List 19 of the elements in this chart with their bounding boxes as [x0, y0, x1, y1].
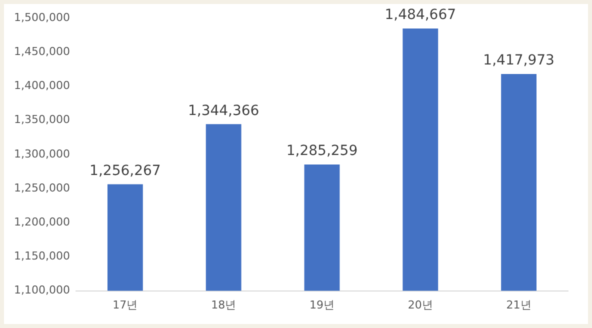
x-tick-label: 17년 [112, 298, 138, 312]
y-tick-label: 1,450,000 [14, 44, 70, 58]
y-tick-label: 1,350,000 [14, 113, 70, 126]
y-tick-label: 1,150,000 [14, 250, 70, 263]
y-tick-label: 1,100,000 [14, 284, 70, 297]
y-tick-label: 1,200,000 [14, 215, 70, 228]
x-tick-label: 19년 [309, 298, 334, 312]
x-tick-label: 20년 [408, 298, 433, 312]
data-label: 1,417,973 [483, 52, 554, 69]
y-tick-label: 1,300,000 [14, 147, 70, 160]
data-label: 1,285,259 [286, 143, 358, 160]
data-label: 1,256,267 [90, 162, 161, 179]
data-label: 1,344,366 [188, 102, 260, 119]
x-tick-label: 21년 [506, 298, 532, 312]
y-tick-label: 1,250,000 [14, 181, 70, 194]
data-label: 1,484,667 [384, 7, 456, 24]
y-tick-label: 1,500,000 [14, 10, 70, 24]
x-tick-label: 18년 [211, 298, 236, 312]
y-tick-label: 1,400,000 [14, 79, 70, 92]
